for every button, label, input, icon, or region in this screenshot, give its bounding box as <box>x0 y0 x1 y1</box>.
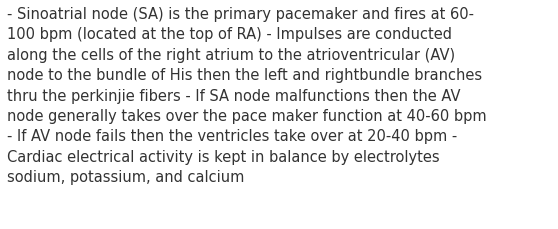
Text: - Sinoatrial node (SA) is the primary pacemaker and fires at 60-
100 bpm (locate: - Sinoatrial node (SA) is the primary pa… <box>7 7 487 184</box>
